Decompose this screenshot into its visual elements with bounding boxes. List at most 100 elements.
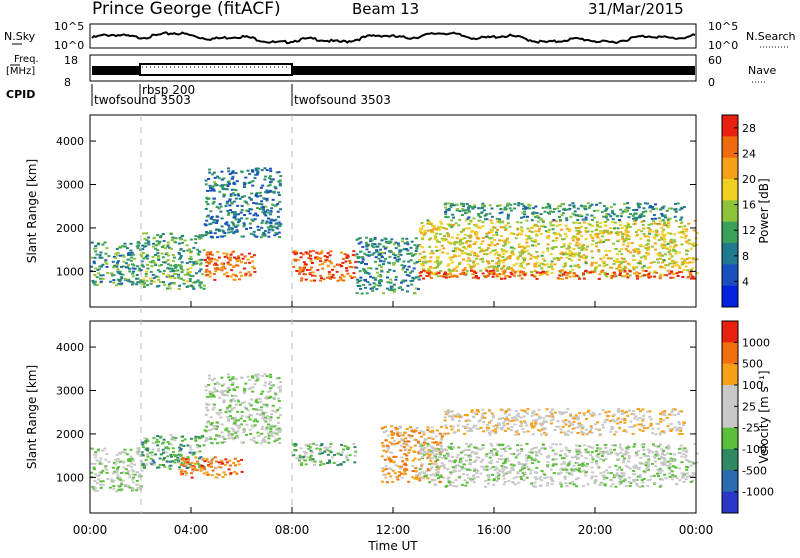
echo-cell [91, 463, 94, 465]
echo-cell [225, 427, 228, 429]
echo-cell [192, 470, 195, 472]
echo-cell [539, 476, 542, 478]
echo-cell [233, 189, 236, 191]
echo-cell [206, 252, 209, 254]
echo-cell [102, 274, 105, 276]
echo-cell [354, 446, 357, 448]
echo-cell [572, 222, 575, 224]
echo-cell [639, 244, 642, 246]
echo-cell [535, 251, 538, 253]
echo-cell [271, 432, 274, 434]
echo-cell [648, 451, 651, 453]
echo-cell [500, 235, 503, 237]
echo-cell [660, 208, 663, 210]
echo-cell [163, 270, 166, 272]
echo-cell [678, 252, 681, 254]
echo-cell [244, 200, 247, 202]
echo-cell [273, 397, 276, 399]
echo-cell [492, 417, 495, 419]
echo-cell [609, 449, 612, 451]
echo-cell [109, 487, 112, 489]
noise-right-tick-top: 10^5 [708, 20, 738, 33]
echo-cell [91, 242, 94, 244]
echo-cell [235, 198, 238, 200]
echo-cell [621, 257, 624, 259]
echo-cell [190, 239, 193, 241]
echo-cell [500, 226, 503, 228]
echo-cell [531, 452, 534, 454]
echo-cell [490, 222, 493, 224]
echo-cell [212, 203, 215, 205]
echo-cell [526, 250, 529, 252]
echo-cell [415, 237, 418, 239]
echo-cell [611, 444, 614, 446]
echo-cell [550, 253, 553, 255]
echo-cell [422, 447, 425, 449]
echo-cell [97, 243, 100, 245]
echo-cell [644, 258, 647, 260]
echo-cell [245, 228, 248, 230]
echo-cell [414, 458, 417, 460]
echo-cell [599, 222, 602, 224]
echo-cell [663, 222, 666, 224]
echo-cell [329, 443, 332, 445]
echo-cell [473, 470, 476, 472]
echo-cell [549, 222, 552, 224]
echo-cell [120, 483, 123, 485]
echo-cell [577, 457, 580, 459]
echo-cell [386, 242, 389, 244]
echo-cell [311, 451, 314, 453]
echo-cell [299, 270, 302, 272]
echo-cell [597, 456, 600, 458]
echo-cell [542, 221, 545, 223]
echo-cell [365, 246, 368, 248]
echo-cell [466, 474, 469, 476]
echo-cell [273, 191, 276, 193]
echo-cell [493, 271, 496, 273]
echo-cell [435, 435, 438, 437]
echo-cell [524, 257, 527, 259]
echo-cell [165, 451, 168, 453]
echo-cell [233, 395, 236, 397]
echo-cell [238, 425, 241, 427]
echo-cell [256, 380, 259, 382]
echo-cell [396, 428, 399, 430]
echo-cell [536, 215, 539, 217]
echo-cell [205, 197, 208, 199]
echo-cell [237, 221, 240, 223]
echo-cell [299, 267, 302, 269]
echo-cell [166, 288, 169, 290]
echo-cell [142, 463, 145, 465]
echo-cell [495, 454, 498, 456]
echo-cell [112, 282, 115, 284]
echo-cell [593, 210, 596, 212]
echo-cell [505, 447, 508, 449]
echo-cell [638, 467, 641, 469]
echo-cell [236, 231, 239, 233]
freq-left-tick-bottom: 8 [64, 76, 71, 89]
echo-cell [189, 271, 192, 273]
echo-cell [551, 247, 554, 249]
nsky-label: N.Sky [4, 30, 36, 43]
echo-cell [678, 448, 681, 450]
echo-cell [307, 445, 310, 447]
echo-cell [574, 210, 577, 212]
echo-cell [298, 458, 301, 460]
echo-cell [567, 209, 570, 211]
echo-cell [130, 257, 133, 259]
echo-cell [551, 272, 554, 274]
echo-cell [524, 274, 527, 276]
echo-cell [216, 421, 219, 423]
echo-cell [691, 261, 694, 263]
echo-cell [456, 237, 459, 239]
echo-cell [162, 256, 165, 258]
echo-cell [448, 209, 451, 211]
echo-cell [663, 235, 666, 237]
echo-cell [205, 261, 208, 263]
echo-cell [677, 202, 680, 204]
echo-cell [445, 457, 448, 459]
echo-cell [625, 237, 628, 239]
echo-cell [458, 470, 461, 472]
echo-cell [166, 461, 169, 463]
echo-cell [243, 392, 246, 394]
